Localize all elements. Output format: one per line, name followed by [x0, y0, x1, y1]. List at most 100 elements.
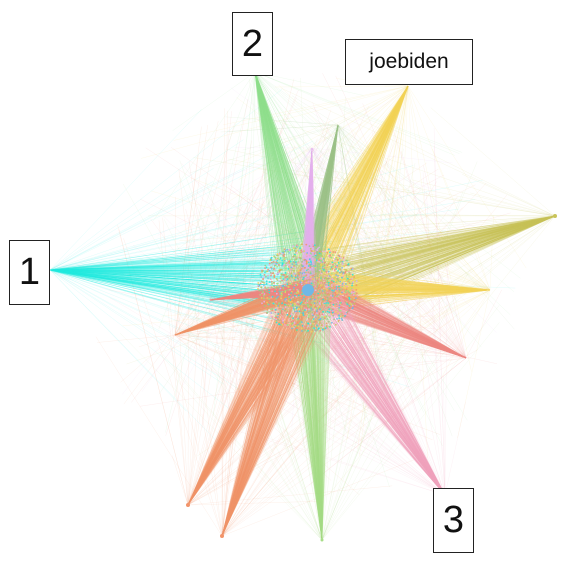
core-node — [320, 264, 322, 266]
core-node — [297, 313, 299, 315]
core-node — [312, 244, 314, 246]
core-node — [308, 328, 310, 330]
core-node — [263, 301, 265, 303]
core-node — [285, 322, 287, 324]
core-node — [299, 323, 301, 325]
core-node — [341, 316, 343, 318]
core-node — [295, 283, 297, 285]
edge-line — [445, 402, 466, 495]
core-node — [307, 322, 309, 324]
core-node — [333, 289, 335, 291]
core-node — [356, 292, 358, 294]
core-node — [325, 327, 327, 329]
core-node — [266, 302, 268, 304]
core-node — [334, 295, 336, 297]
core-node — [333, 317, 335, 319]
core-node — [311, 267, 313, 269]
core-node — [275, 309, 277, 311]
core-node — [305, 277, 307, 279]
core-node — [264, 286, 266, 288]
core-node — [335, 276, 337, 278]
core-node — [354, 287, 356, 289]
hub-node — [553, 214, 557, 218]
core-node — [332, 315, 334, 317]
core-node — [265, 276, 267, 278]
core-node — [287, 324, 289, 326]
label-1: 1 — [9, 240, 50, 305]
core-node — [303, 314, 305, 316]
core-node — [311, 325, 313, 327]
core-node — [316, 259, 318, 261]
core-node — [332, 295, 334, 297]
core-node — [340, 302, 342, 304]
core-node — [357, 288, 359, 290]
core-node — [324, 316, 326, 318]
edge-line — [462, 174, 555, 216]
core-node — [315, 289, 317, 291]
core-node — [351, 278, 353, 280]
core-node — [307, 300, 309, 302]
core-node — [327, 302, 329, 304]
core-node — [352, 307, 354, 309]
core-node — [274, 312, 276, 314]
core-node — [291, 293, 293, 295]
core-node — [338, 254, 340, 256]
edge-line — [124, 335, 175, 404]
core-node — [281, 274, 283, 276]
core-node — [325, 286, 327, 288]
core-node — [348, 279, 350, 281]
core-node — [296, 263, 298, 265]
core-node — [349, 282, 351, 284]
core-node — [316, 326, 318, 328]
core-node — [313, 325, 315, 327]
core-node — [309, 265, 311, 267]
core-node — [305, 313, 307, 315]
core-node — [343, 257, 345, 259]
core-node — [314, 293, 316, 295]
core-node — [300, 303, 302, 305]
core-node — [295, 258, 297, 260]
core-node — [348, 297, 350, 299]
core-node — [273, 261, 275, 263]
core-node — [321, 255, 323, 257]
core-node — [281, 302, 283, 304]
core-node — [310, 250, 312, 252]
core-node — [311, 320, 313, 322]
core-node — [344, 295, 346, 297]
core-node — [355, 289, 357, 291]
core-node — [329, 304, 331, 306]
core-node — [284, 257, 286, 259]
core-node — [260, 286, 262, 288]
core-node — [262, 290, 264, 292]
core-node — [346, 279, 348, 281]
core-node — [322, 329, 324, 331]
core-node — [340, 293, 342, 295]
core-node — [313, 327, 315, 329]
core-node — [303, 250, 305, 252]
core-node — [346, 274, 348, 276]
core-node — [293, 273, 295, 275]
core-node — [262, 278, 264, 280]
core-node — [302, 280, 304, 282]
core-node — [266, 299, 268, 301]
core-node — [346, 303, 348, 305]
core-node — [302, 299, 304, 301]
core-node — [325, 311, 327, 313]
core-node — [294, 263, 296, 265]
core-node — [304, 259, 306, 261]
core-node — [292, 303, 294, 305]
core-node — [285, 268, 287, 270]
core-node — [315, 286, 317, 288]
core-node — [328, 271, 330, 273]
core-node — [281, 260, 283, 262]
core-node — [257, 282, 259, 284]
core-node — [278, 323, 280, 325]
core-node — [324, 275, 326, 277]
core-node — [280, 301, 282, 303]
core-node — [322, 267, 324, 269]
core-node — [269, 292, 271, 294]
core-node — [272, 308, 274, 310]
core-node — [286, 283, 288, 285]
core-node — [314, 300, 316, 302]
core-node — [312, 256, 314, 258]
